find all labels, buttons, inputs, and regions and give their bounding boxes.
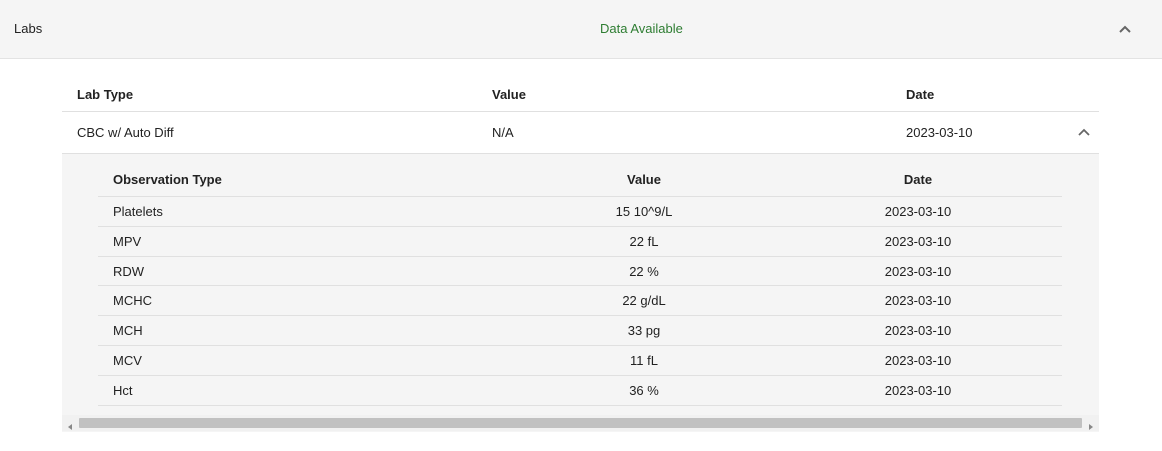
scroll-left-icon[interactable]	[66, 419, 74, 430]
table-row: MCHC 22 g/dL 2023-03-10	[98, 286, 1062, 317]
observation-value-cell: 36 %	[629, 382, 659, 398]
lab-value-cell: N/A	[492, 125, 514, 140]
lab-date-cell: 2023-03-10	[906, 125, 973, 140]
observation-date-cell: 2023-03-10	[884, 352, 952, 368]
scroll-right-icon[interactable]	[1087, 419, 1095, 430]
observation-date-cell: 2023-03-10	[884, 382, 952, 398]
observation-table-header: Observation Type Value Date	[98, 162, 1062, 197]
table-row: MCV 11 fL 2023-03-10	[98, 346, 1062, 376]
table-row: RDW 22 % 2023-03-10	[98, 257, 1062, 287]
header-observation-type: Observation Type	[113, 172, 222, 187]
observation-type-cell: MCH	[113, 323, 143, 339]
header-value: Value	[627, 172, 661, 187]
observation-value-cell: 33 pg	[627, 323, 661, 339]
observation-date-cell: 2023-03-10	[884, 263, 952, 279]
lab-table-header: Lab Type Value Date	[62, 74, 1099, 112]
horizontal-scrollbar[interactable]	[62, 415, 1099, 431]
observation-value-cell: 22 fL	[629, 233, 659, 249]
table-row: Platelets 15 10^9/L 2023-03-10	[98, 197, 1062, 227]
labs-panel-header[interactable]: Labs Data Available	[0, 0, 1162, 59]
table-row: MPV 22 fL 2023-03-10	[98, 227, 1062, 257]
observation-date-cell: 2023-03-10	[884, 323, 952, 339]
observation-value-cell: 15 10^9/L	[615, 204, 673, 219]
header-lab-type: Lab Type	[77, 87, 134, 102]
lab-type-cell: CBC w/ Auto Diff	[77, 125, 174, 140]
lab-table: Lab Type Value Date CBC w/ Auto Diff N/A…	[62, 74, 1099, 154]
observation-value-cell: 11 fL	[630, 352, 658, 368]
scrollbar-thumb[interactable]	[79, 418, 1082, 428]
table-row: Hct 36 % 2023-03-10	[98, 376, 1062, 406]
observation-panel: Observation Type Value Date Platelets 15…	[62, 154, 1099, 432]
observation-table: Observation Type Value Date Platelets 15…	[98, 162, 1062, 406]
header-date: Date	[903, 172, 933, 187]
table-row: MCH 33 pg 2023-03-10	[98, 316, 1062, 346]
observation-date-cell: 2023-03-10	[884, 204, 952, 219]
observation-date-cell: 2023-03-10	[884, 293, 952, 309]
lab-row[interactable]: CBC w/ Auto Diff N/A 2023-03-10	[62, 112, 1099, 154]
observation-type-cell: RDW	[113, 263, 145, 279]
chevron-up-icon[interactable]	[1076, 125, 1092, 139]
observation-value-cell: 22 g/dL	[622, 293, 666, 309]
panel-title: Labs	[14, 21, 43, 36]
status-text: Data Available	[600, 21, 683, 36]
observation-type-cell: MPV	[113, 233, 142, 249]
observation-type-cell: MCV	[113, 352, 142, 368]
header-value: Value	[492, 87, 526, 102]
observation-type-cell: Platelets	[113, 204, 163, 219]
chevron-up-icon[interactable]	[1115, 20, 1135, 38]
observation-value-cell: 22 %	[629, 263, 659, 279]
observation-type-cell: Hct	[113, 382, 133, 398]
observation-date-cell: 2023-03-10	[884, 233, 952, 249]
header-date: Date	[906, 87, 935, 102]
observation-type-cell: MCHC	[113, 293, 152, 309]
